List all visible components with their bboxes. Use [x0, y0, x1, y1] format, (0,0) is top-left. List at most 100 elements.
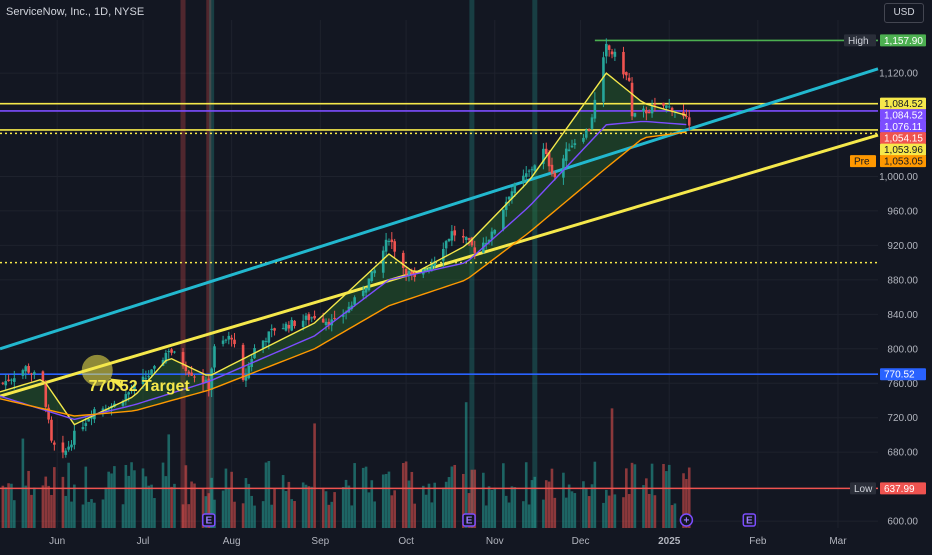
candle-body: [667, 106, 671, 108]
volume-bar: [685, 479, 688, 528]
candle-body: [264, 341, 268, 343]
candle-body: [190, 372, 193, 376]
volume-bar: [253, 505, 256, 528]
volume-bar: [304, 484, 308, 528]
candle-body: [373, 270, 376, 274]
channel-lower[interactable]: [0, 133, 879, 398]
price-label-target: 770.52: [884, 370, 915, 381]
candle-body: [267, 331, 271, 343]
volume-bar: [347, 485, 351, 528]
candle-body: [167, 351, 171, 353]
vertical-band: [180, 0, 186, 528]
candle-body: [224, 339, 228, 341]
candle-body: [304, 315, 308, 320]
candle-body: [141, 376, 145, 385]
candle-body: [170, 349, 173, 353]
volume-bar: [210, 477, 213, 528]
volume-bar: [147, 485, 151, 528]
x-tick-label: Feb: [749, 536, 767, 547]
volume-bar: [427, 483, 431, 528]
candle-body: [605, 43, 608, 57]
candle-body: [173, 351, 176, 353]
volume-bar: [164, 476, 168, 528]
volume-bar: [544, 480, 548, 528]
candle-body: [653, 104, 657, 106]
volume-bar: [333, 492, 336, 528]
candle-body: [313, 315, 316, 319]
volume-bar: [173, 483, 176, 528]
volume-bar: [261, 501, 265, 528]
symbol-title[interactable]: ServiceNow, Inc., 1D, NYSE: [6, 6, 145, 18]
volume-bar: [64, 495, 68, 528]
ema-mid-line: [0, 120, 687, 421]
volume-bar: [473, 469, 477, 528]
candle-body: [284, 323, 288, 331]
event-marker-symbol: E: [205, 516, 212, 527]
event-marker-earnings[interactable]: [202, 513, 216, 527]
candle-body: [627, 77, 631, 81]
volume-bar: [141, 468, 145, 528]
candle-body: [41, 371, 45, 382]
candle-body: [150, 369, 153, 376]
candle-body: [527, 170, 531, 172]
annotations[interactable]: 770.52 Target: [81, 354, 190, 395]
x-tick-label: Jul: [137, 536, 150, 547]
currency-button[interactable]: USD: [884, 3, 924, 23]
candle-body: [281, 328, 285, 330]
candle-body: [524, 173, 528, 177]
candle-body: [364, 287, 368, 293]
event-marker-earnings[interactable]: [462, 513, 476, 527]
volume-bar: [390, 495, 394, 528]
candle-body: [685, 116, 688, 118]
candle-body: [464, 236, 468, 241]
candle-body: [210, 368, 213, 390]
candle-body: [187, 371, 191, 374]
volume-bar: [564, 497, 568, 528]
candle-body: [662, 102, 665, 106]
candle-body: [633, 113, 637, 117]
candle-body: [470, 237, 474, 246]
event-markers[interactable]: E E + E: [202, 513, 757, 527]
event-marker-symbol: E: [466, 516, 473, 527]
channel-upper[interactable]: [0, 67, 879, 351]
candle-body: [607, 45, 611, 50]
price-label-Low: 637.99: [884, 484, 915, 495]
x-tick-label: Sep: [311, 536, 329, 547]
volume-bar: [307, 486, 311, 528]
candle-body: [670, 107, 674, 113]
price-tag-Low: Low: [854, 484, 873, 495]
volume-bar: [645, 478, 648, 528]
volume-bar: [224, 468, 228, 528]
candle-body: [133, 384, 136, 391]
volume-bar: [584, 488, 588, 528]
candle-body: [622, 51, 625, 75]
event-marker-earnings[interactable]: [742, 513, 757, 527]
volume-bar: [610, 408, 614, 528]
volume-bar: [647, 493, 651, 528]
volume-bar: [81, 504, 85, 528]
volume-bar: [487, 486, 491, 528]
volume-bar: [21, 438, 25, 528]
candle-body: [387, 240, 391, 242]
candle-body: [87, 418, 90, 422]
price-labels: 1,157.90High1,084.521,084.521,076.111,05…: [844, 34, 926, 495]
event-marker-dividend[interactable]: [679, 513, 694, 527]
volume-bar: [444, 481, 448, 528]
volume-bar: [30, 494, 33, 528]
candle-body: [293, 320, 296, 326]
volume-bar: [67, 462, 70, 528]
candle-body: [490, 231, 494, 240]
volume-bar: [353, 463, 356, 528]
volume-bar: [453, 464, 457, 528]
candle-body: [444, 241, 448, 249]
candle-body: [390, 239, 394, 243]
volume-bar: [622, 497, 625, 528]
volume-bar: [84, 466, 88, 528]
volume-bar: [10, 483, 13, 528]
candle-body: [47, 407, 50, 420]
trend-lines[interactable]: [0, 67, 879, 398]
candle-body: [544, 148, 548, 155]
volume-bar: [630, 462, 634, 528]
